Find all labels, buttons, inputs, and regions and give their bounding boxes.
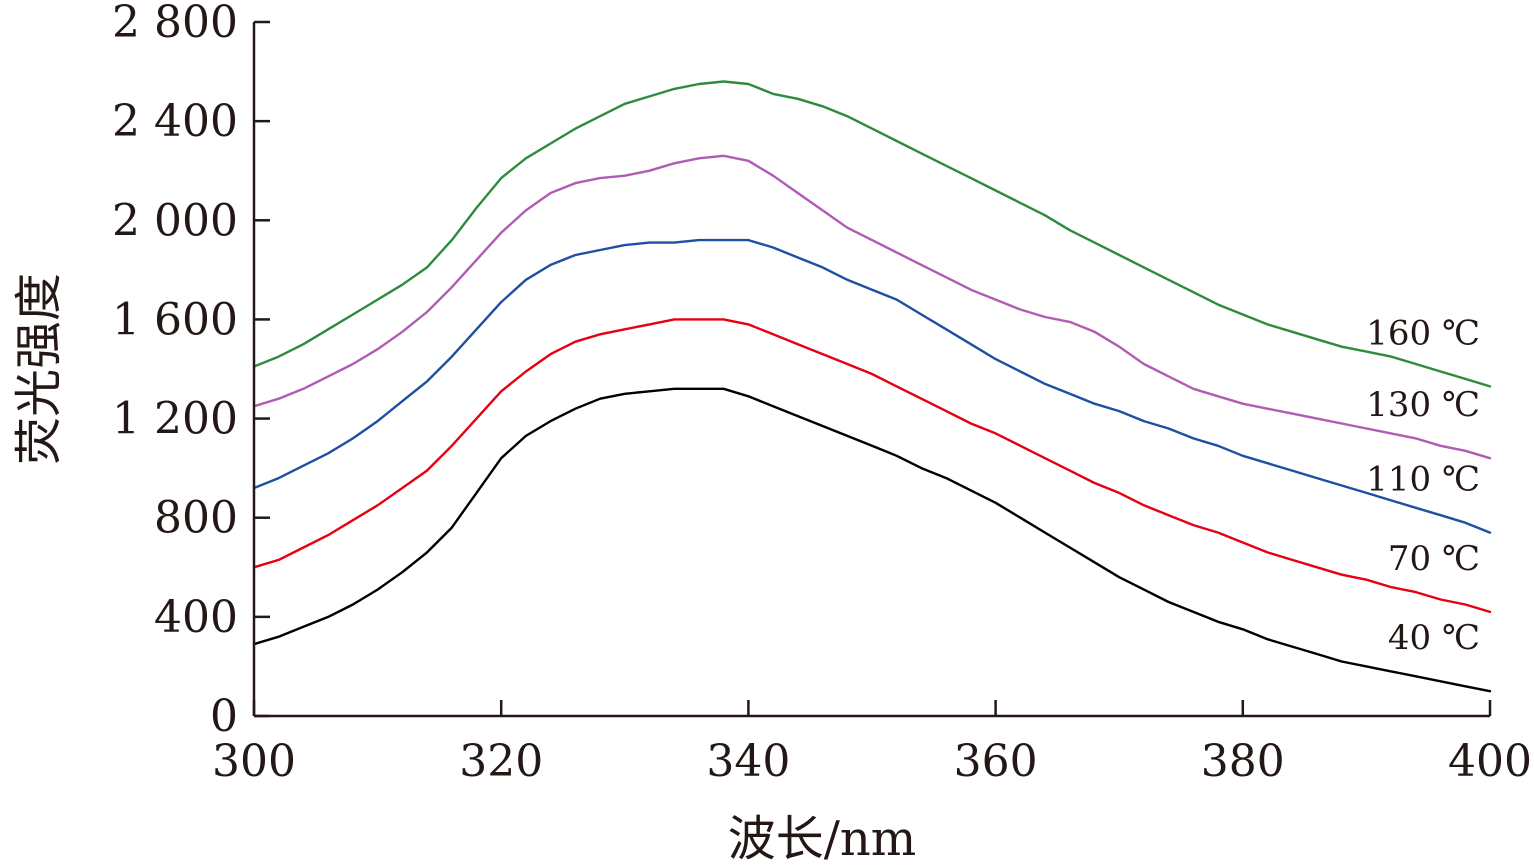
y-tick-label: 1 600 xyxy=(112,294,238,345)
x-tick-label: 300 xyxy=(212,736,296,787)
x-tick-label: 380 xyxy=(1201,736,1285,787)
y-tick-label: 1 200 xyxy=(112,394,238,445)
y-axis-title: 荧光强度 xyxy=(11,273,67,465)
series-label: 40 ℃ xyxy=(1388,618,1480,658)
y-tick-label: 400 xyxy=(154,592,238,643)
x-axis-title: 波长/nm xyxy=(728,811,917,865)
series-label: 110 ℃ xyxy=(1366,460,1480,500)
series-line xyxy=(252,80,1492,388)
y-tick-label: 2 000 xyxy=(112,195,238,246)
y-tick-label: 2 800 xyxy=(112,0,238,48)
series-line xyxy=(252,154,1492,460)
series-label: 160 ℃ xyxy=(1366,313,1480,353)
series-line xyxy=(252,318,1492,614)
x-tick-label: 340 xyxy=(706,736,790,787)
series-line xyxy=(252,238,1492,534)
x-tick-label: 320 xyxy=(459,736,543,787)
series-labels: 40 ℃ 70 ℃ 110 ℃ 130 ℃ 160 ℃ xyxy=(1366,313,1480,658)
y-tick-label: 800 xyxy=(154,493,238,544)
axes-layer xyxy=(252,22,1490,718)
y-tick-label: 2 400 xyxy=(112,96,238,147)
ticks-layer: 0 400 800 1 200 1 600 2 000 2 400 2 800 300 320 34… xyxy=(112,0,1532,787)
x-tick-label: 400 xyxy=(1448,736,1532,787)
series-line xyxy=(252,387,1492,693)
series-label: 130 ℃ xyxy=(1366,385,1480,425)
series-label: 70 ℃ xyxy=(1388,539,1480,579)
y-tick-label: 0 xyxy=(210,691,238,742)
x-tick-label: 360 xyxy=(954,736,1038,787)
series-layer xyxy=(252,80,1492,693)
